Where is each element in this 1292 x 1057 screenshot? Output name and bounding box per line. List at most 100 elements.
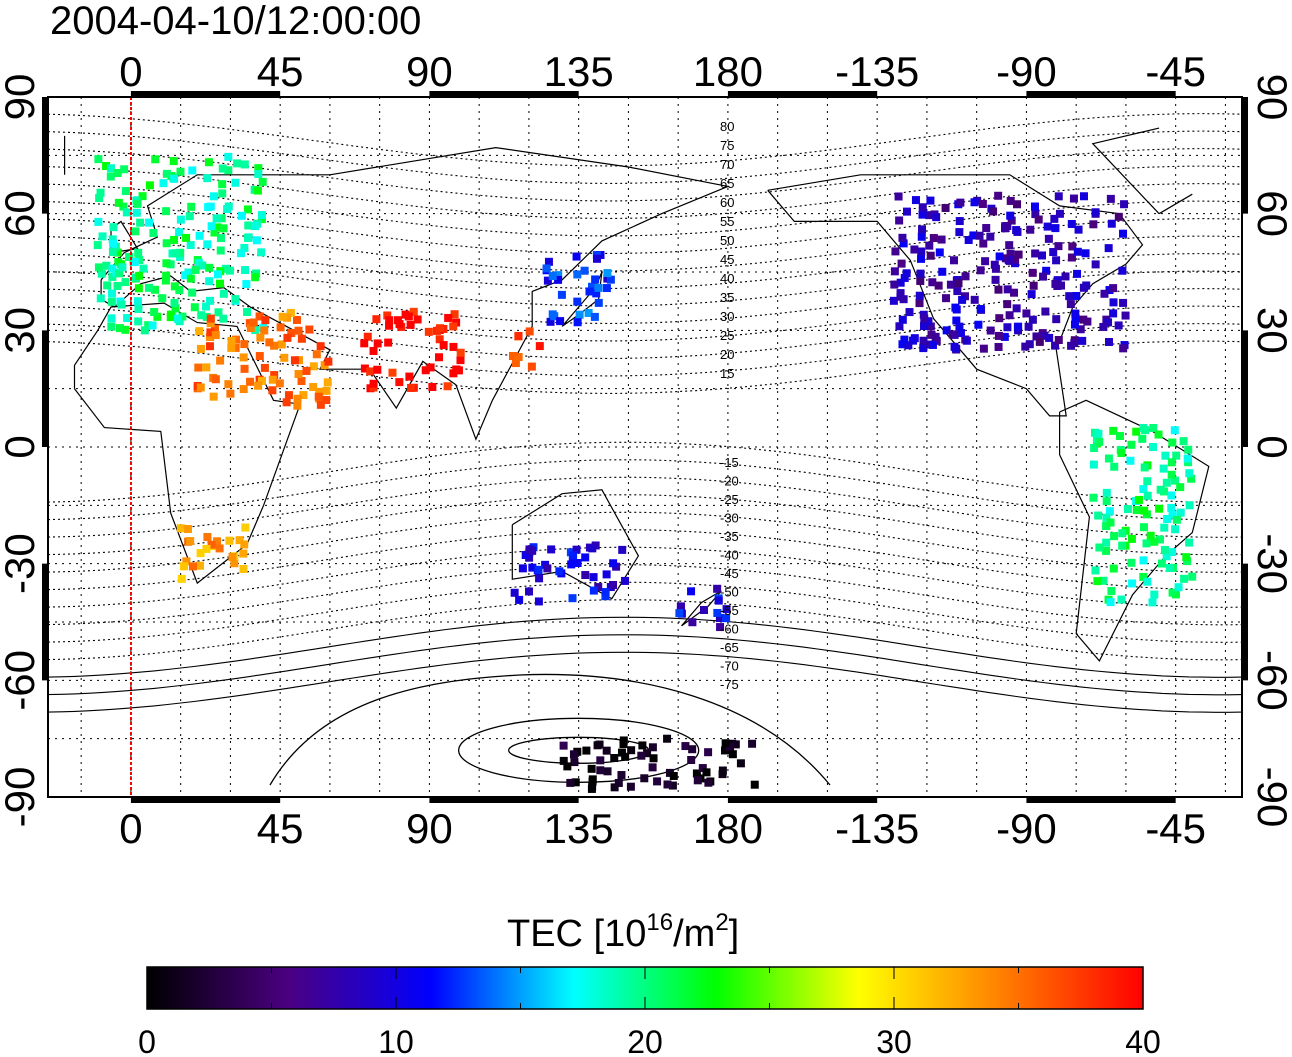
tec-point (1106, 598, 1115, 607)
tec-data-points (93, 152, 1197, 793)
tec-point (98, 232, 107, 241)
tec-point (1025, 340, 1034, 349)
tec-point (428, 383, 437, 392)
tec-point (942, 326, 951, 335)
tec-point (166, 260, 175, 269)
tec-point (114, 198, 123, 207)
tec-point (920, 314, 929, 323)
tec-point (890, 280, 899, 289)
tec-point (588, 775, 597, 784)
tec-point (148, 321, 157, 330)
tec-point (1067, 253, 1076, 262)
tec-point (937, 235, 946, 244)
tec-point (554, 271, 563, 280)
tec-point (1139, 556, 1148, 565)
left-lat-tick-label: -60 (0, 650, 43, 711)
tec-point (601, 592, 610, 601)
tec-point (1143, 491, 1152, 500)
tec-point (955, 217, 964, 226)
tec-point (265, 338, 274, 347)
tec-point (246, 377, 255, 386)
tec-point (109, 239, 118, 248)
tec-point (231, 295, 240, 304)
tec-point (566, 778, 575, 787)
tec-point (603, 269, 612, 278)
tec-point (166, 313, 175, 322)
tec-point (1110, 462, 1119, 471)
contour-label: 20 (720, 347, 734, 362)
contour-label: -50 (720, 585, 739, 600)
tec-point (1006, 249, 1015, 258)
right-lat-tick-label: 0 (1249, 435, 1292, 458)
tec-point (216, 356, 225, 365)
tec-point (413, 315, 422, 324)
right-latitude-ticks: 90 60 30 0 -30 -60 -90 (1249, 74, 1292, 828)
tec-point (975, 231, 984, 240)
tec-point (135, 255, 144, 264)
tec-point (698, 764, 707, 773)
tec-point (554, 275, 563, 284)
tec-point (979, 344, 988, 353)
tec-point (175, 286, 184, 295)
tec-point (1079, 192, 1088, 201)
tec-point (994, 285, 1003, 294)
left-lat-tick-label: 0 (0, 435, 43, 458)
tec-point (1054, 192, 1063, 201)
tec-point (591, 275, 600, 284)
contour-label: -35 (720, 529, 739, 544)
tec-point (931, 332, 940, 341)
contour-label: -55 (720, 603, 739, 618)
tec-point (1183, 557, 1192, 566)
tec-point (919, 344, 928, 353)
top-longitude-ticks: 0 45 90 135 180 -135 -90 -45 (119, 48, 1206, 95)
tec-point (249, 318, 258, 327)
tec-point (925, 211, 934, 220)
tec-point (1031, 249, 1040, 258)
tec-point (1000, 332, 1009, 341)
tec-point (970, 198, 979, 207)
tec-point (1065, 292, 1074, 301)
tec-point (226, 389, 235, 398)
tec-point (1146, 531, 1155, 540)
tec-point (242, 280, 251, 289)
tec-point (409, 307, 418, 316)
tec-point (1070, 320, 1079, 329)
tec-point (927, 330, 936, 339)
bottom-lon-tick-label: 45 (257, 805, 304, 852)
tec-point (203, 240, 212, 249)
tec-point (559, 756, 568, 765)
tec-point (1119, 344, 1128, 353)
contour-label: -65 (720, 640, 739, 655)
tec-point (1165, 563, 1174, 572)
tec-point (1052, 256, 1061, 265)
tec-point (239, 549, 248, 558)
tec-point (176, 248, 185, 257)
tec-point (228, 552, 237, 561)
tec-point (109, 223, 118, 232)
tec-point (276, 323, 285, 332)
tec-point (133, 297, 142, 306)
tec-point (926, 196, 935, 205)
tec-point (946, 280, 955, 289)
tec-point (133, 199, 142, 208)
tec-point (1167, 491, 1176, 500)
tec-point (170, 298, 179, 307)
tec-point (443, 382, 452, 391)
tec-point (601, 588, 610, 597)
tec-point (251, 273, 260, 282)
tec-point (204, 203, 213, 212)
tec-point (360, 364, 369, 373)
tec-point (976, 266, 985, 275)
tec-point (958, 295, 967, 304)
tec-point (162, 259, 171, 268)
tec-point (1035, 337, 1044, 346)
contour-line (48, 441, 1242, 503)
tec-point (177, 574, 186, 583)
tec-point (556, 317, 565, 326)
tec-point (384, 338, 393, 347)
tec-point (108, 272, 117, 281)
tec-point (115, 269, 124, 278)
tec-point (102, 261, 111, 270)
left-lat-tick-label: 30 (0, 307, 43, 354)
tec-point (550, 312, 559, 321)
